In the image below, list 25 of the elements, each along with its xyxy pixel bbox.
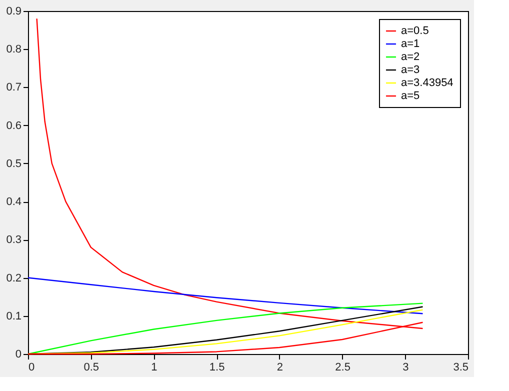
y-tick-label: 0.8 bbox=[6, 44, 22, 56]
x-tick-label: 1.5 bbox=[209, 362, 225, 374]
legend-label: a=3 bbox=[401, 64, 420, 76]
y-tick-label: 0.6 bbox=[6, 120, 22, 132]
y-tick-label: 0.7 bbox=[6, 82, 22, 94]
line-series bbox=[27, 277, 424, 314]
y-tick-label: 0.9 bbox=[6, 6, 22, 18]
legend-label: a=1 bbox=[401, 38, 420, 50]
x-tick-label: 3.5 bbox=[453, 362, 468, 374]
legend-label: a=0.5 bbox=[401, 25, 429, 37]
x-tick-label: 1 bbox=[151, 362, 158, 374]
x-tick-label: 0 bbox=[28, 362, 35, 374]
x-tick-label: 0.5 bbox=[84, 362, 100, 374]
legend-label: a=3.43954 bbox=[401, 77, 454, 89]
y-tick-label: 0 bbox=[15, 348, 22, 360]
legend-label: a=2 bbox=[401, 51, 420, 63]
x-tick-label: 2 bbox=[276, 362, 283, 374]
y-tick-label: 0.2 bbox=[6, 272, 22, 284]
x-tick-label: 3 bbox=[402, 362, 409, 374]
x-tick-label: 2.5 bbox=[335, 362, 350, 374]
legend-label: a=5 bbox=[401, 90, 420, 102]
y-tick-label: 0.5 bbox=[6, 158, 22, 170]
y-tick-label: 0.3 bbox=[6, 234, 22, 246]
y-tick-label: 0.1 bbox=[6, 310, 22, 322]
y-tick-label: 0.4 bbox=[6, 196, 22, 208]
